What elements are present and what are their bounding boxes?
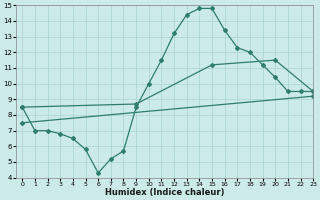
X-axis label: Humidex (Indice chaleur): Humidex (Indice chaleur) — [105, 188, 224, 197]
